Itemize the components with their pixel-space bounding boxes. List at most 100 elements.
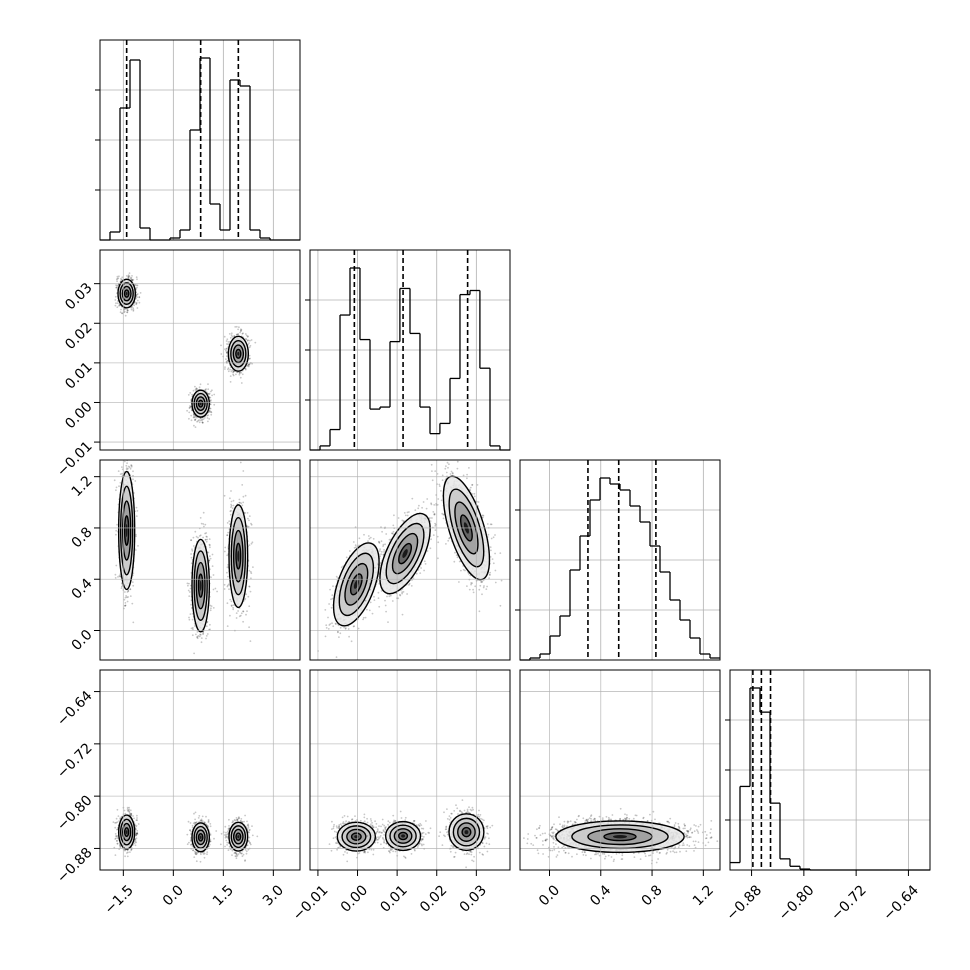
sample-point bbox=[214, 587, 217, 590]
sample-point bbox=[116, 280, 118, 283]
histogram-panel-3 bbox=[725, 669, 931, 871]
sample-point bbox=[232, 373, 235, 376]
sample-point bbox=[127, 276, 130, 278]
sample-point bbox=[197, 635, 200, 637]
sample-point bbox=[247, 365, 250, 368]
sample-point bbox=[188, 406, 191, 409]
sample-point bbox=[136, 293, 139, 295]
sample-point bbox=[248, 358, 251, 360]
sample-point bbox=[254, 341, 257, 344]
sample-point bbox=[124, 596, 127, 599]
sample-point bbox=[192, 414, 195, 416]
sample-point bbox=[199, 419, 202, 422]
sample-point bbox=[239, 376, 242, 379]
sample-point bbox=[205, 535, 208, 538]
sample-point bbox=[130, 306, 133, 309]
sample-point bbox=[132, 278, 135, 281]
sample-point bbox=[208, 418, 211, 420]
sample-point bbox=[131, 278, 133, 281]
sample-point bbox=[188, 591, 191, 593]
sample-point bbox=[193, 652, 196, 655]
sample-point bbox=[131, 278, 134, 281]
sample-point bbox=[135, 303, 138, 306]
sample-point bbox=[237, 333, 239, 336]
sample-point bbox=[248, 354, 251, 357]
sample-point bbox=[244, 333, 247, 335]
sample-point bbox=[119, 311, 122, 314]
sample-point bbox=[137, 545, 139, 547]
sample-point bbox=[117, 277, 120, 280]
sample-point bbox=[230, 334, 233, 337]
sample-point bbox=[210, 411, 213, 414]
sample-point bbox=[186, 582, 189, 585]
sample-point bbox=[207, 393, 210, 395]
joint-panel-0-2 bbox=[99, 459, 301, 661]
sample-point bbox=[190, 603, 193, 606]
sample-point bbox=[131, 279, 134, 282]
sample-point bbox=[211, 553, 214, 556]
sample-point bbox=[229, 375, 232, 377]
sample-point bbox=[208, 411, 211, 413]
sample-point bbox=[133, 304, 136, 307]
sample-point bbox=[116, 287, 119, 289]
sample-point bbox=[226, 355, 228, 358]
sample-point bbox=[115, 286, 117, 289]
sample-point bbox=[188, 618, 191, 621]
sample-point bbox=[225, 340, 228, 342]
sample-point bbox=[204, 523, 207, 526]
sample-point bbox=[193, 416, 196, 419]
sample-point bbox=[127, 276, 130, 279]
sample-point bbox=[126, 591, 129, 593]
sample-point bbox=[235, 334, 238, 336]
sample-point bbox=[188, 411, 191, 414]
sample-point bbox=[130, 278, 133, 281]
sample-point bbox=[240, 328, 242, 331]
sample-point bbox=[250, 339, 253, 341]
sample-point bbox=[210, 607, 212, 610]
sample-point bbox=[235, 325, 238, 328]
sample-point bbox=[115, 489, 117, 492]
sample-point bbox=[189, 613, 192, 615]
sample-point bbox=[136, 286, 138, 289]
sample-point bbox=[209, 403, 212, 406]
sample-point bbox=[135, 301, 138, 304]
sample-point bbox=[202, 631, 205, 633]
histogram-panel-0 bbox=[95, 39, 301, 241]
sample-point bbox=[200, 641, 203, 644]
sample-point bbox=[132, 584, 135, 587]
sample-point bbox=[130, 277, 133, 279]
sample-point bbox=[220, 344, 222, 347]
sample-point bbox=[207, 551, 210, 554]
density-peak bbox=[199, 402, 202, 406]
sample-point bbox=[126, 311, 129, 314]
sample-point bbox=[232, 374, 235, 377]
sample-point bbox=[212, 607, 215, 609]
sample-point bbox=[246, 335, 249, 338]
sample-point bbox=[127, 274, 130, 276]
sample-point bbox=[124, 604, 126, 607]
sample-point bbox=[192, 389, 195, 392]
sample-point bbox=[195, 633, 197, 636]
sample-point bbox=[201, 418, 203, 421]
sample-point bbox=[127, 596, 129, 598]
sample-point bbox=[230, 332, 233, 335]
sample-point bbox=[115, 486, 118, 489]
sample-point bbox=[117, 470, 120, 472]
sample-point bbox=[124, 602, 127, 604]
sample-point bbox=[244, 368, 247, 371]
sample-point bbox=[120, 587, 123, 589]
sample-point bbox=[116, 285, 119, 287]
sample-point bbox=[115, 278, 118, 281]
sample-point bbox=[196, 637, 199, 640]
sample-point bbox=[118, 305, 120, 307]
sample-point bbox=[211, 565, 214, 567]
sample-point bbox=[127, 465, 130, 468]
sample-point bbox=[237, 333, 240, 335]
sample-point bbox=[192, 536, 195, 539]
sample-point bbox=[129, 588, 132, 591]
sample-point bbox=[195, 387, 198, 390]
sample-point bbox=[206, 633, 209, 635]
sample-point bbox=[225, 349, 227, 352]
sample-point bbox=[199, 517, 202, 519]
